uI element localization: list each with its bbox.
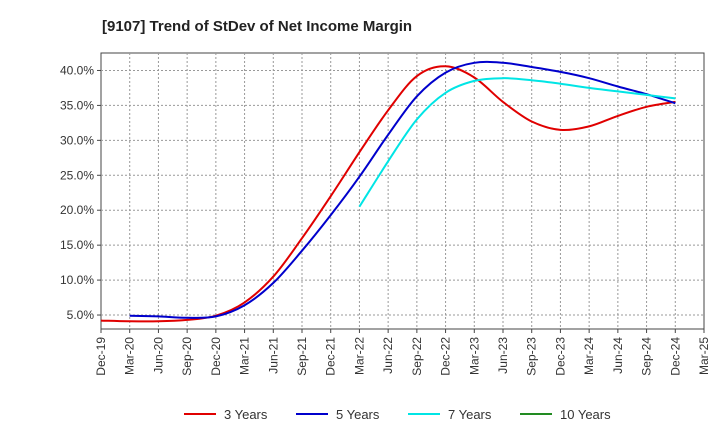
x-tick-label: Dec-21 [324,337,338,376]
x-tick-label: Mar-24 [582,337,596,375]
x-tick-label: Dec-19 [94,337,108,376]
x-tick-label: Sep-24 [640,337,654,376]
y-tick-label: 40.0% [60,63,94,77]
x-tick-label: Dec-23 [553,337,567,376]
x-tick-label: Mar-21 [238,337,252,375]
x-tick-label: Mar-25 [697,337,711,375]
y-tick-label: 20.0% [60,203,94,217]
x-tick-label: Jun-24 [611,337,625,374]
series-lines [100,60,676,323]
series-line-3-years [100,65,676,323]
series-line-7-years [358,77,676,208]
y-axis: 5.0% 10.0% 15.0% 20.0% 25.0% 30.0% 35.0% 40.0% [60,63,101,322]
legend: 3 Years 5 Years 7 Years 10 Years [184,407,611,422]
legend-label-3-years: 3 Years [224,407,268,422]
x-tick-label: Dec-24 [668,337,682,376]
x-tick-label: Jun-20 [151,337,165,374]
y-tick-label: 15.0% [60,238,94,252]
x-tick-label: Jun-22 [381,337,395,374]
y-tick-label: 25.0% [60,168,94,182]
legend-label-5-years: 5 Years [336,407,380,422]
x-tick-label: Mar-22 [352,337,366,375]
x-tick-label: Mar-23 [467,337,481,375]
x-tick-label: Sep-21 [295,337,309,376]
y-tick-label: 35.0% [60,98,94,112]
x-tick-label: Dec-22 [439,337,453,376]
legend-label-7-years: 7 Years [448,407,492,422]
x-axis: Dec-19 Mar-20 Jun-20 Sep-20 Dec-20 Mar-21 Jun-… [94,329,711,376]
y-tick-label: 30.0% [60,133,94,147]
x-tick-label: Sep-23 [525,337,539,376]
legend-label-10-years: 10 Years [560,407,611,422]
y-tick-label: 10.0% [60,273,94,287]
x-tick-label: Sep-22 [410,337,424,376]
plot-area [100,52,705,330]
x-tick-label: Jun-23 [496,337,510,374]
chart-title: [9107] Trend of StDev of Net Income Marg… [102,18,412,35]
y-tick-label: 5.0% [67,308,95,322]
x-tick-label: Dec-20 [209,337,223,376]
x-tick-label: Sep-20 [180,337,194,376]
series-line-5-years [129,60,676,319]
x-tick-label: Mar-20 [123,337,137,375]
x-tick-label: Jun-21 [266,337,280,374]
